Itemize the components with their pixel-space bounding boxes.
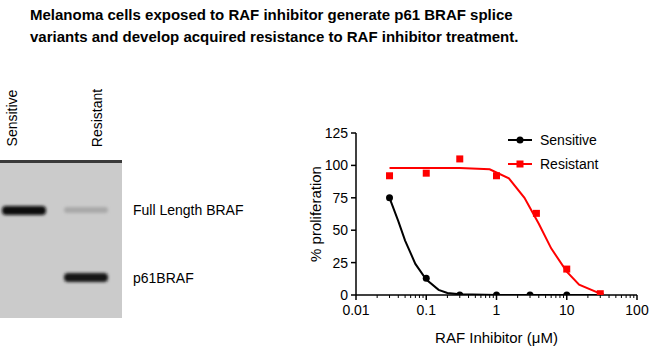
data-point [563,266,570,273]
data-point [456,155,463,162]
x-minor-tick [551,295,552,298]
legend-marker [517,161,524,168]
axes: 0 25 50 75 100 125 0.01 0.1 1 10 100 [325,125,649,318]
x-minor-tick [493,295,494,298]
y-tick [351,165,356,167]
x-minor-tick [530,295,531,298]
series-resistant [386,155,604,295]
x-minor-tick [389,295,390,298]
y-tick [351,229,356,231]
x-minor-tick [559,295,560,298]
x-minor-tick [626,295,627,298]
x-minor-tick [475,295,476,298]
x-tick [426,295,428,300]
band [64,207,108,213]
y-axis [355,133,357,295]
x-minor-tick [459,295,460,298]
x-minor-tick [419,295,420,298]
figure: Melanoma cells exposed to RAF inhibitor … [0,0,665,358]
fit-curve [390,168,601,294]
data-point [386,194,393,201]
x-minor-tick [630,295,631,298]
x-minor-tick [410,295,411,298]
title: variants and develop acquired resistance… [30,28,518,45]
x-tick [496,295,498,300]
x-minor-tick [405,295,406,298]
x-tick [355,295,357,300]
x-tick [636,295,638,300]
y-tick [351,132,356,134]
band [2,206,46,215]
x-minor-tick [517,295,518,298]
x-minor-tick [538,295,539,298]
blot-membrane [0,160,122,318]
y-tick-label: 125 [325,125,349,141]
fit-curve [390,198,601,295]
y-tick [351,262,356,264]
x-minor-tick [587,295,588,298]
x-minor-tick [633,295,634,298]
lane-label: Sensitive [4,89,20,146]
x-tick-label: 0.01 [342,302,369,318]
data-point [493,172,500,179]
plot-area [386,155,604,295]
data-point [456,292,463,296]
data-point [563,292,570,296]
x-minor-tick [398,295,399,298]
x-minor-tick [615,295,616,298]
x-minor-tick [545,295,546,298]
x-minor-tick [377,295,378,298]
x-minor-tick [609,295,610,298]
y-axis-label: % proliferation [307,166,324,262]
band-label: p61BRAF [133,270,194,286]
band-label: Full Length BRAF [133,202,244,218]
legend-label: Sensitive [540,132,597,148]
x-tick-label: 0.1 [417,302,437,318]
y-tick-label: 50 [332,222,348,238]
blot: Sensitive Resistant [0,89,122,318]
data-point [527,292,534,296]
band [64,273,108,282]
x-minor-tick [555,295,556,298]
y-tick-label: 25 [332,255,348,271]
y-tick-label: 75 [332,190,348,206]
lane-label: Resistant [89,89,105,147]
x-minor-tick [447,295,448,298]
data-point [423,170,430,177]
y-tick [351,197,356,199]
title: Melanoma cells exposed to RAF inhibitor … [30,6,513,23]
x-minor-tick [489,295,490,298]
x-minor-tick [415,295,416,298]
legend: Sensitive Resistant [508,132,598,172]
data-point [493,292,500,296]
x-tick-label: 100 [625,302,649,318]
x-tick [566,295,568,300]
y-tick-label: 100 [325,157,349,173]
data-point [386,172,393,179]
x-minor-tick [563,295,564,298]
legend-label: Resistant [540,156,598,172]
x-minor-tick [621,295,622,298]
legend-marker [517,137,524,144]
x-minor-tick [600,295,601,298]
series-sensitive [386,194,604,295]
x-axis-label: RAF Inhibitor (μM) [435,329,558,346]
x-minor-tick [485,295,486,298]
data-point [423,275,430,282]
data-point [597,290,604,295]
x-minor-tick [480,295,481,298]
blot-edge [0,160,122,163]
x-tick-label: 1 [493,302,501,318]
y-tick-label: 0 [340,287,348,303]
x-tick-label: 10 [559,302,575,318]
x-minor-tick [423,295,424,298]
x-minor-tick [468,295,469,298]
data-point [533,210,540,217]
